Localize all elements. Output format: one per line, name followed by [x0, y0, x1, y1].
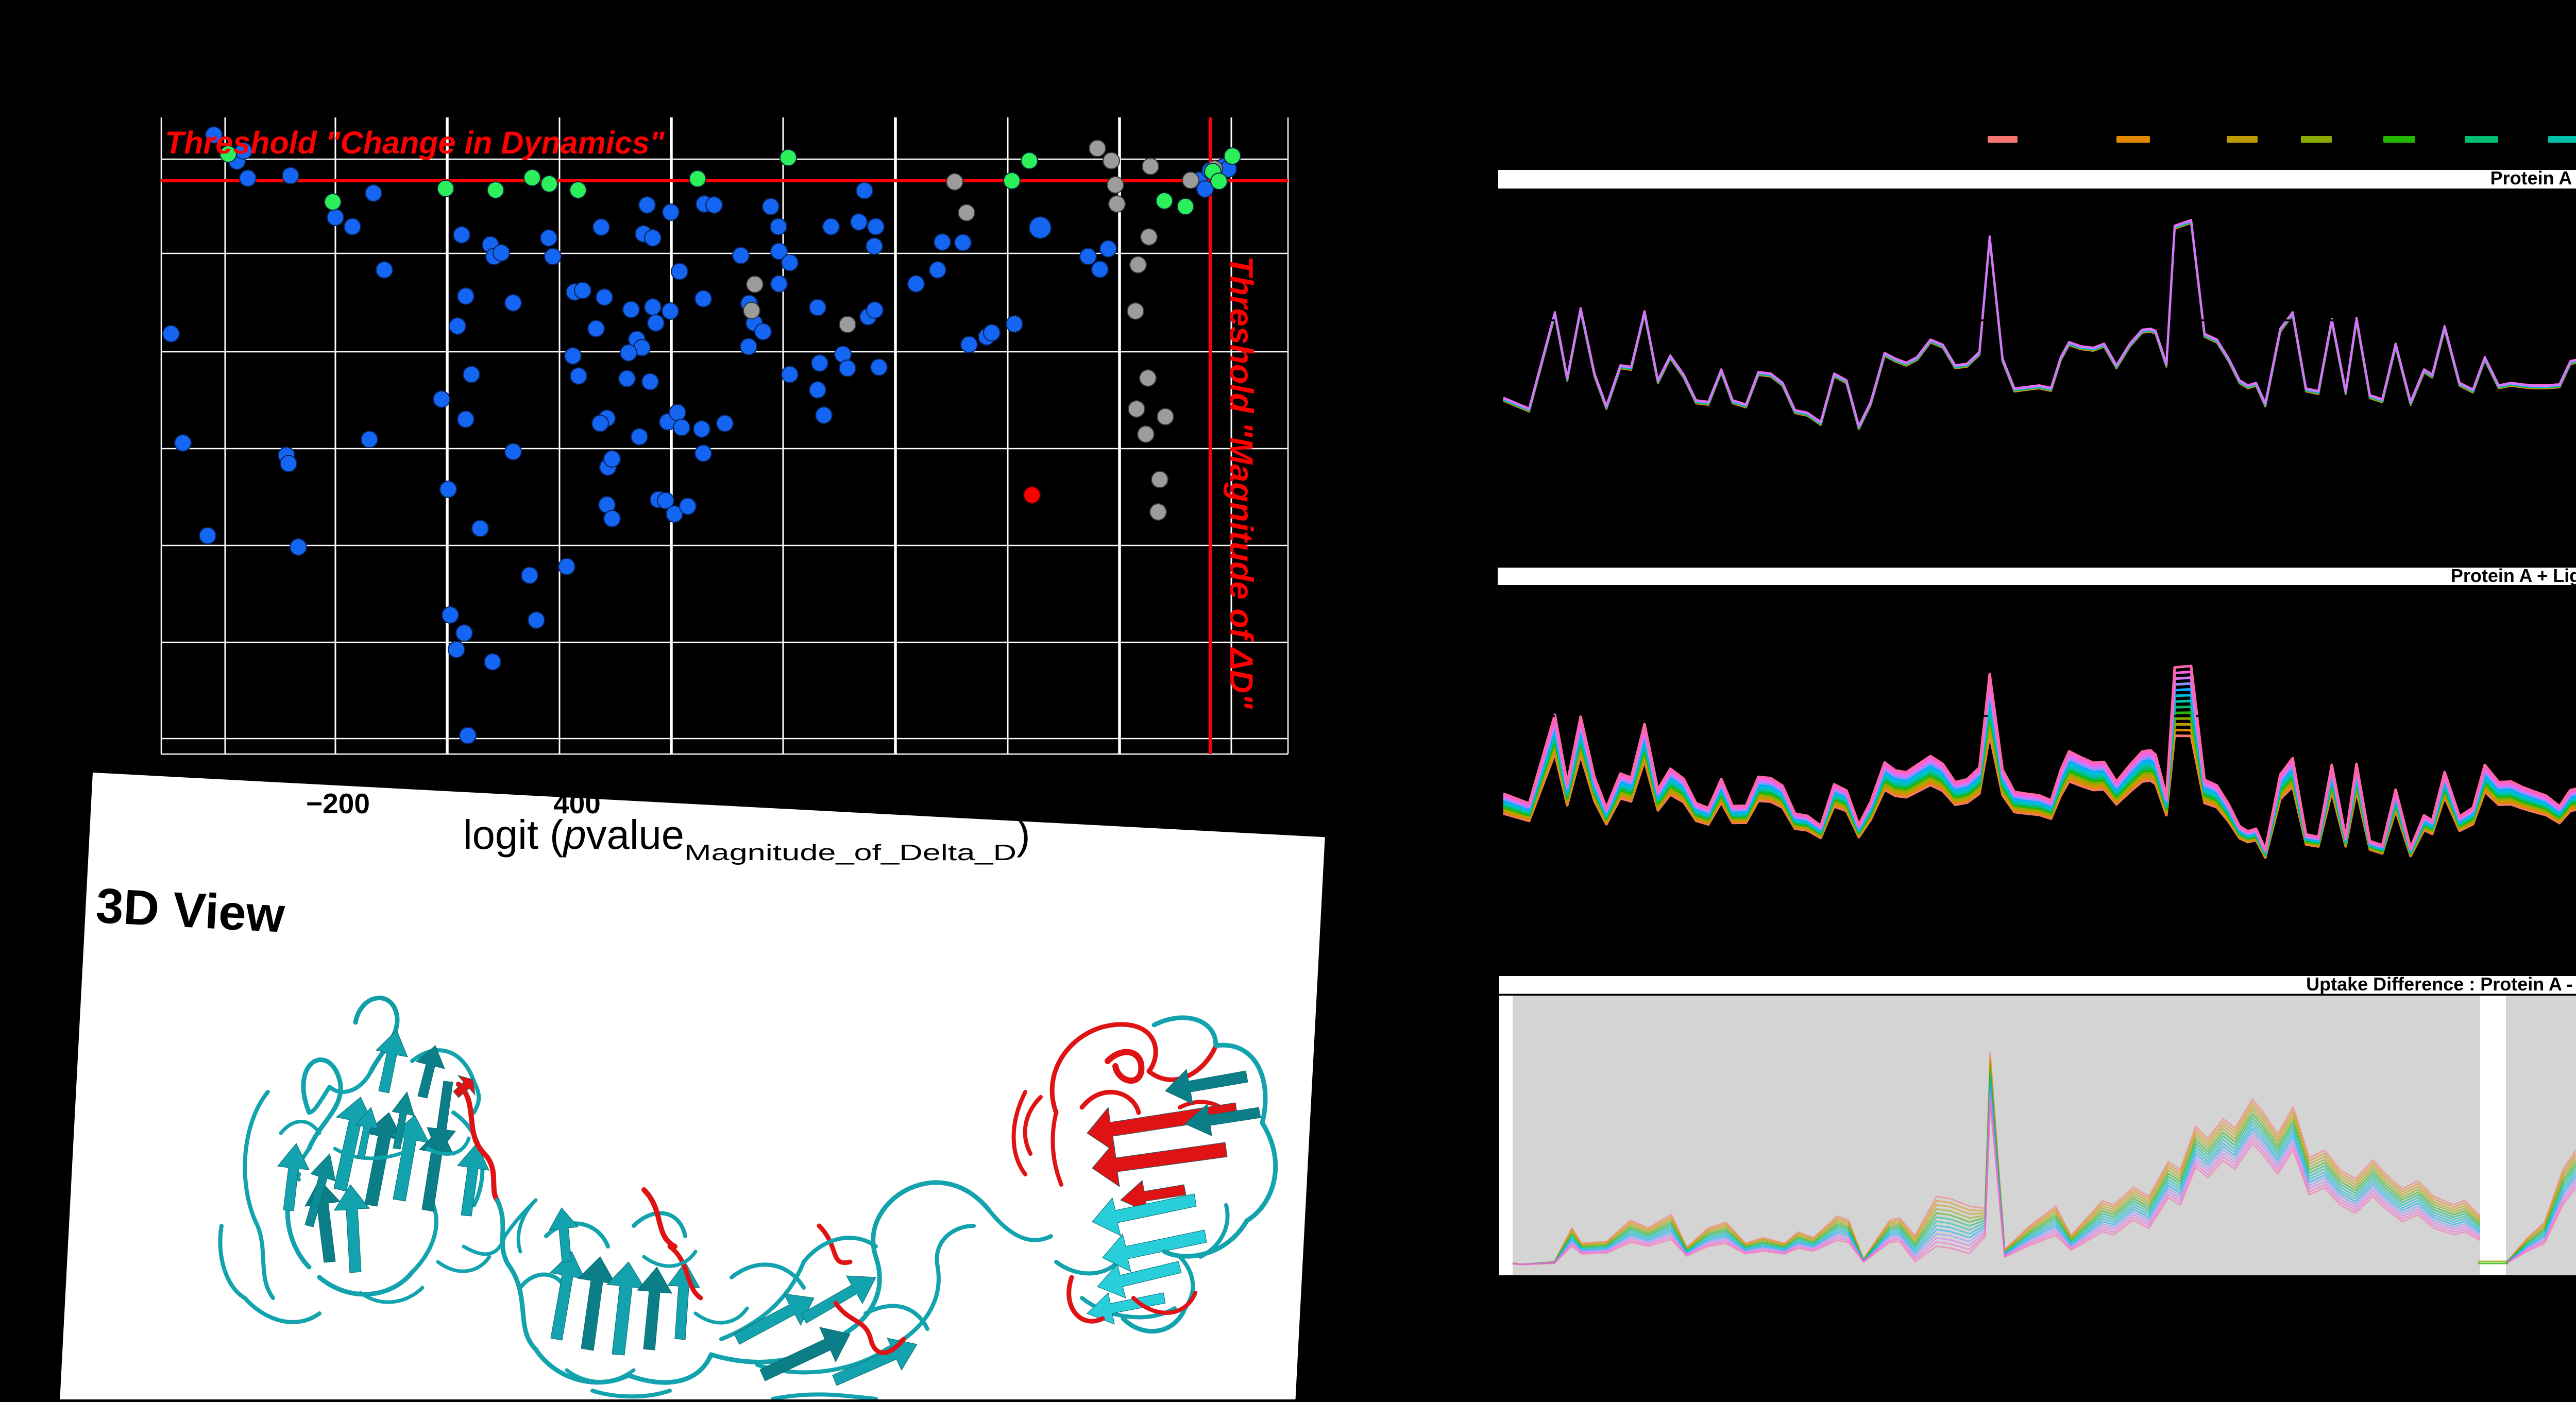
svg-text:logit (pvalueMagnitude_of_Delt: logit (pvalueMagnitude_of_Delta_D)	[463, 812, 1030, 865]
svg-text:Protein A + Ligand: Protein A + Ligand	[2451, 565, 2576, 586]
svg-text:Uptake Difference : Protein A: Uptake Difference : Protein A - (Protein…	[2306, 973, 2576, 995]
svg-text:Threshold "Magnitude of ΔD": Threshold "Magnitude of ΔD"	[1223, 256, 1259, 709]
svg-text:Threshold "Change in Dynamics": Threshold "Change in Dynamics"	[165, 125, 665, 160]
svg-text:Protein A: Protein A	[2490, 167, 2572, 189]
svg-text:3D View: 3D View	[95, 878, 286, 943]
svg-text:−200: −200	[306, 788, 370, 819]
svg-text:400: 400	[553, 788, 601, 819]
